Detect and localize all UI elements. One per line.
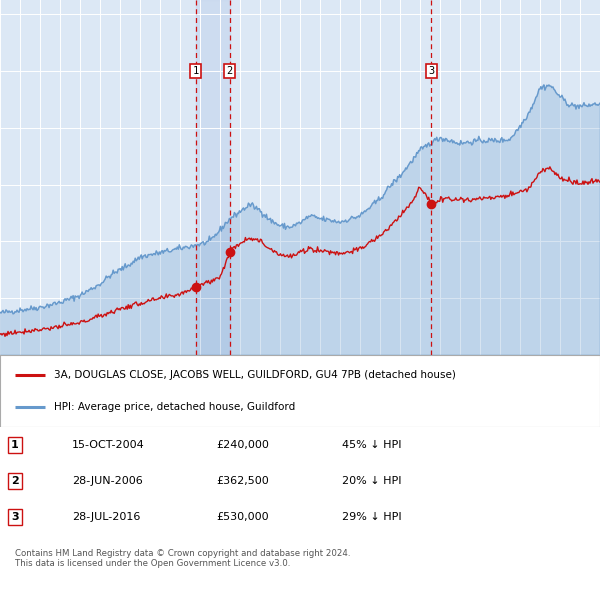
Text: HPI: Average price, detached house, Guildford: HPI: Average price, detached house, Guil…: [54, 402, 295, 412]
Text: 28-JUL-2016: 28-JUL-2016: [72, 512, 140, 522]
Text: 2: 2: [227, 66, 233, 76]
Text: 28-JUN-2006: 28-JUN-2006: [72, 476, 143, 486]
Text: £530,000: £530,000: [216, 512, 269, 522]
Text: £362,500: £362,500: [216, 476, 269, 486]
Text: 3A, DOUGLAS CLOSE, JACOBS WELL, GUILDFORD, GU4 7PB (detached house): 3A, DOUGLAS CLOSE, JACOBS WELL, GUILDFOR…: [54, 370, 456, 380]
Text: 20% ↓ HPI: 20% ↓ HPI: [342, 476, 401, 486]
Text: 1: 1: [193, 66, 199, 76]
Text: 2: 2: [11, 476, 19, 486]
Text: Contains HM Land Registry data © Crown copyright and database right 2024.
This d: Contains HM Land Registry data © Crown c…: [15, 549, 350, 568]
Text: 3: 3: [11, 512, 19, 522]
Text: 29% ↓ HPI: 29% ↓ HPI: [342, 512, 401, 522]
Bar: [196, 0, 230, 355]
Text: £240,000: £240,000: [216, 440, 269, 450]
Text: 3: 3: [428, 66, 434, 76]
Text: 1: 1: [11, 440, 19, 450]
Text: 45% ↓ HPI: 45% ↓ HPI: [342, 440, 401, 450]
Text: 15-OCT-2004: 15-OCT-2004: [72, 440, 145, 450]
